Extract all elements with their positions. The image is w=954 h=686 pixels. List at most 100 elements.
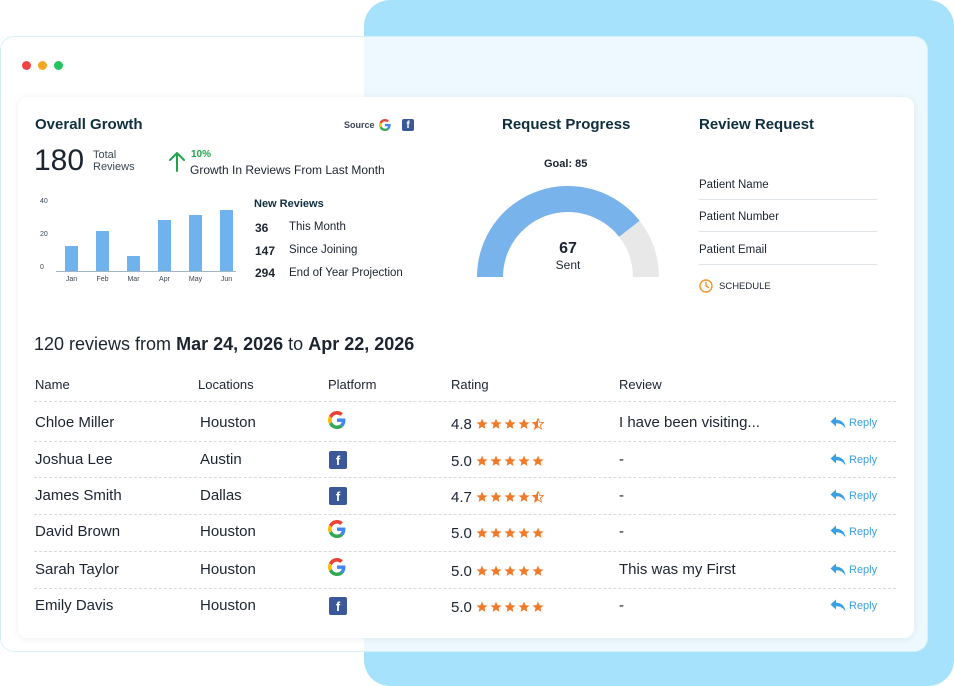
rating-value: 5.0 — [451, 599, 472, 616]
source-label: Source — [344, 120, 375, 130]
star-icon — [532, 565, 544, 576]
new-reviews-month-value: 36 — [255, 221, 269, 235]
growth-percent: 10% — [191, 149, 212, 160]
sent-value: 67 — [559, 240, 577, 257]
y-tick-label: 20 — [40, 231, 48, 238]
x-axis-line — [56, 271, 236, 272]
star-icon — [532, 601, 544, 612]
row-divider — [34, 514, 896, 515]
summary-to: to — [288, 334, 304, 354]
star-icon — [518, 601, 530, 612]
star-icon — [490, 418, 502, 429]
new-reviews-projection-value: 294 — [255, 266, 276, 280]
row-divider — [34, 401, 896, 402]
request-progress-title: Request Progress — [502, 116, 631, 133]
summary-prefix: 120 reviews from — [34, 334, 172, 354]
reply-button[interactable]: Reply — [830, 416, 877, 429]
schedule-button[interactable]: SCHEDULE — [699, 279, 771, 293]
star-icon — [476, 527, 488, 538]
x-tick-label: Jun — [220, 276, 233, 283]
review-text: This was my First — [619, 561, 736, 578]
column-header-name[interactable]: Name — [35, 377, 70, 392]
star-icon — [518, 491, 530, 502]
x-tick-label: Jan — [65, 276, 78, 283]
chart-bar — [189, 215, 202, 271]
maximize-dot[interactable] — [54, 61, 63, 70]
total-label-line-2: Reviews — [93, 161, 135, 173]
star-icon — [490, 601, 502, 612]
star-icon — [476, 455, 488, 466]
patient-name-field[interactable]: Patient Name — [699, 179, 877, 200]
facebook-icon: f — [329, 451, 347, 469]
rating-stars — [476, 527, 544, 539]
new-reviews-joining-value: 147 — [255, 244, 276, 258]
star-icon — [532, 527, 544, 538]
reviewer-name: Joshua Lee — [35, 451, 113, 468]
close-dot[interactable] — [22, 61, 31, 70]
review-request-title: Review Request — [699, 116, 815, 133]
star-icon — [504, 455, 516, 466]
rating-value: 5.0 — [451, 453, 472, 470]
goal-label: Goal: 85 — [544, 158, 588, 170]
review-text: - — [619, 487, 624, 504]
reviewer-location: Houston — [200, 414, 256, 431]
reviewer-location: Houston — [200, 597, 256, 614]
x-tick-label: Apr — [159, 276, 170, 283]
reply-button[interactable]: Reply — [830, 489, 877, 502]
new-reviews-month-label: This Month — [289, 221, 346, 233]
reply-icon — [830, 453, 846, 466]
column-header-locations[interactable]: Locations — [198, 377, 254, 392]
reply-label: Reply — [849, 599, 878, 612]
reviewer-location: Dallas — [200, 487, 242, 504]
star-icon — [504, 527, 516, 538]
reply-icon — [830, 489, 846, 502]
star-icon — [476, 491, 488, 502]
rating-value: 4.8 — [451, 416, 472, 433]
star-icon — [504, 565, 516, 576]
column-header-rating[interactable]: Rating — [451, 377, 489, 392]
rating-value: 5.0 — [451, 563, 472, 580]
total-reviews-value: 180 — [34, 144, 85, 177]
star-half-icon — [532, 491, 544, 503]
column-header-review[interactable]: Review — [619, 377, 662, 392]
dashboard-card — [18, 97, 914, 638]
chart-bar — [96, 231, 109, 271]
sent-label: Sent — [555, 258, 581, 272]
overall-growth-title: Overall Growth — [35, 116, 143, 133]
review-range-summary: 120 reviews from Mar 24, 2026 to Apr 22,… — [34, 334, 414, 355]
row-divider — [34, 588, 896, 589]
star-icon — [504, 601, 516, 612]
star-icon — [504, 491, 516, 502]
total-label-line-1: Total — [93, 149, 117, 161]
patient-number-field[interactable]: Patient Number — [699, 211, 877, 232]
x-tick-label: Feb — [96, 276, 109, 283]
reply-icon — [830, 599, 846, 612]
row-divider — [34, 551, 896, 552]
reply-button[interactable]: Reply — [830, 525, 877, 538]
rating-stars — [476, 491, 544, 503]
reply-button[interactable]: Reply — [830, 453, 877, 466]
column-header-platform[interactable]: Platform — [328, 377, 377, 392]
star-icon — [490, 455, 502, 466]
star-icon — [518, 527, 530, 538]
patient-email-field[interactable]: Patient Email — [699, 244, 877, 265]
chart-bar — [127, 256, 140, 271]
reply-label: Reply — [849, 453, 878, 466]
chart-bar — [220, 210, 233, 271]
star-icon — [476, 565, 488, 576]
reply-button[interactable]: Reply — [830, 563, 877, 576]
rating-value: 4.7 — [451, 489, 472, 506]
facebook-icon: f — [402, 119, 414, 131]
new-reviews-joining-label: Since Joining — [289, 244, 358, 256]
new-reviews-projection-label: End of Year Projection — [289, 267, 403, 279]
reply-label: Reply — [849, 416, 878, 429]
star-icon — [518, 565, 530, 576]
star-icon — [504, 418, 516, 429]
reviewer-name: Chloe Miller — [35, 414, 115, 431]
minimize-dot[interactable] — [38, 61, 47, 70]
y-tick-label: 40 — [40, 198, 48, 205]
star-icon — [490, 565, 502, 576]
total-reviews-label: Total Reviews — [93, 149, 135, 173]
review-text: I have been visiting... — [619, 414, 760, 431]
reply-button[interactable]: Reply — [830, 599, 877, 612]
